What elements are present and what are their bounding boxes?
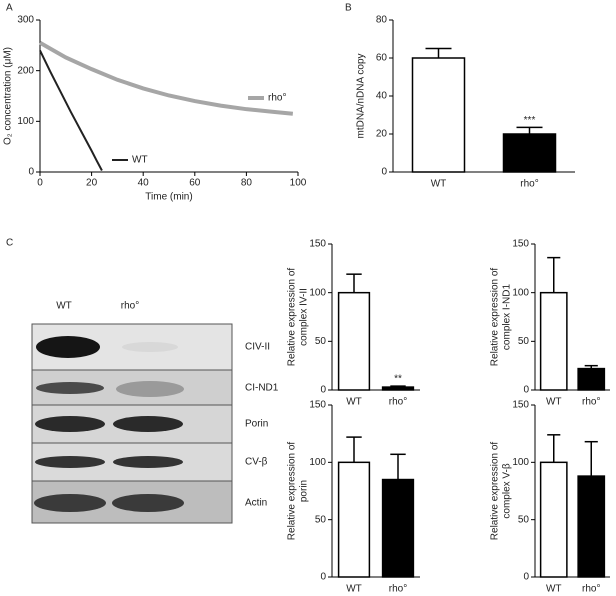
blot-band: [113, 456, 183, 468]
line-series: [39, 41, 294, 116]
panel-label: B: [345, 3, 352, 14]
y-tick-label: 150: [512, 239, 529, 250]
y-tick-label: 60: [376, 53, 388, 64]
blot-band: [113, 416, 183, 432]
bar: [337, 291, 371, 391]
significance: ***: [524, 115, 536, 126]
y-tick-label: 50: [315, 336, 327, 347]
significance: **: [394, 374, 402, 385]
y-tick-label: 0: [28, 167, 34, 178]
western-blot: WT rho° CIV-II CI-ND1 Porin CV-β Actin: [31, 301, 279, 524]
y-tick-label: 300: [17, 15, 34, 26]
legend-label: WT: [132, 155, 148, 166]
x-tick-label: 20: [86, 178, 98, 189]
y-axis-label: complex I-ND1: [502, 284, 513, 351]
y-axis-label: porin: [299, 480, 310, 502]
x-tick-label: rho°: [520, 179, 538, 190]
y-axis-label: Relative expression of: [490, 442, 501, 541]
y-axis-label: Relative expression of: [490, 268, 501, 367]
bar: [381, 478, 415, 578]
bar: [502, 133, 557, 173]
x-tick-label: rho°: [389, 397, 407, 408]
y-tick-label: 100: [512, 287, 529, 298]
x-tick-label: rho°: [582, 584, 600, 595]
y-axis-label: Relative expression of: [287, 268, 298, 367]
bar: [539, 461, 568, 578]
y-tick-label: 0: [320, 385, 326, 396]
legend-label: rho°: [268, 93, 286, 104]
blot-row-label: Actin: [245, 498, 267, 509]
blot-row-label: CV-β: [245, 457, 268, 468]
x-axis-label: Time (min): [145, 192, 192, 203]
x-tick-label: 80: [241, 178, 253, 189]
y-tick-label: 100: [512, 457, 529, 468]
blot-band: [112, 494, 184, 512]
y-tick-label: 100: [17, 116, 34, 127]
y-tick-label: 0: [523, 385, 529, 396]
y-tick-label: 80: [376, 15, 388, 26]
y-tick-label: 100: [309, 457, 326, 468]
x-tick-label: 40: [138, 178, 150, 189]
bar: [577, 475, 606, 578]
blot-row-label: CI-ND1: [245, 383, 279, 394]
y-tick-label: 150: [512, 400, 529, 411]
y-axis-label: complex V-β: [502, 463, 513, 518]
bar: [411, 57, 466, 173]
blot-band: [36, 382, 104, 394]
y-tick-label: 50: [518, 514, 530, 525]
x-tick-label: WT: [346, 397, 362, 408]
bar: [337, 461, 371, 578]
x-tick-label: 0: [37, 178, 43, 189]
blot-row-label: Porin: [245, 419, 268, 430]
y-tick-label: 100: [309, 287, 326, 298]
y-tick-label: 50: [518, 336, 530, 347]
blot-band: [34, 494, 106, 512]
x-tick-label: 100: [290, 178, 307, 189]
y-tick-label: 50: [315, 514, 327, 525]
y-axis-label: O₂ concentration (μM): [3, 47, 14, 145]
panel-label: A: [6, 3, 13, 14]
y-tick-label: 0: [381, 167, 387, 178]
y-axis-label: mtDNA/nDNA copy: [356, 53, 367, 138]
x-tick-label: WT: [346, 584, 362, 595]
x-tick-label: rho°: [389, 584, 407, 595]
bar: [577, 367, 606, 391]
y-tick-label: 150: [309, 239, 326, 250]
blot-column: WT: [56, 301, 72, 312]
x-tick-label: WT: [546, 397, 562, 408]
y-tick-label: 20: [376, 129, 388, 140]
y-tick-label: 0: [523, 572, 529, 583]
y-axis-label: complex IV-II: [299, 288, 310, 346]
panel-label: C: [6, 238, 13, 249]
y-tick-label: 150: [309, 400, 326, 411]
x-tick-label: rho°: [582, 397, 600, 408]
blot-band: [35, 416, 105, 432]
y-axis-label: Relative expression of: [287, 442, 298, 541]
blot-row-label: CIV-II: [245, 342, 270, 353]
blot-band: [36, 336, 100, 358]
blot-band: [122, 342, 178, 352]
x-tick-label: 60: [189, 178, 201, 189]
y-tick-label: 0: [320, 572, 326, 583]
blot-band: [35, 456, 105, 468]
blot-band: [116, 381, 184, 397]
x-tick-label: WT: [431, 179, 447, 190]
x-tick-label: WT: [546, 584, 562, 595]
y-tick-label: 40: [376, 91, 388, 102]
y-tick-label: 200: [17, 65, 34, 76]
bar: [539, 291, 568, 391]
line-series: [39, 49, 103, 171]
bar: [381, 386, 415, 391]
blot-column: rho°: [121, 301, 139, 312]
